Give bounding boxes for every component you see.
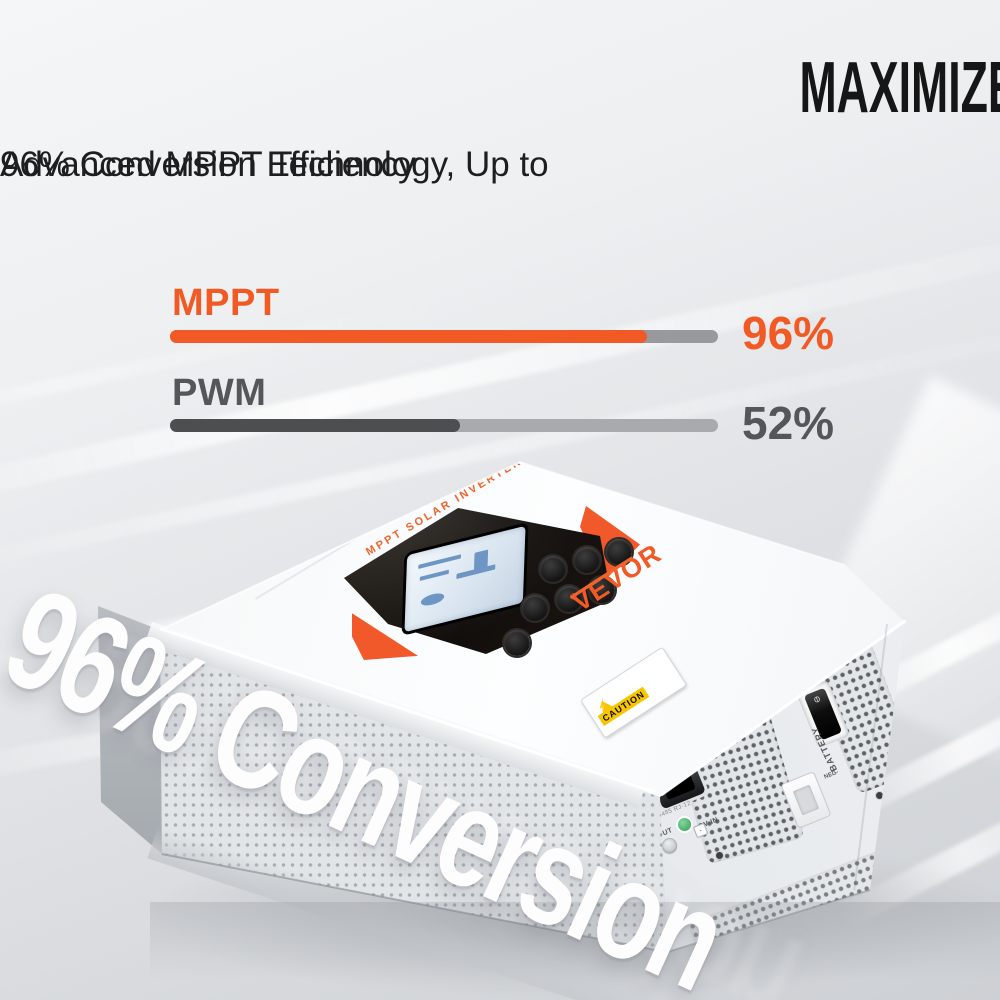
bar-value-mppt: 96% [742, 307, 835, 359]
bar-label-mppt: MPPT [172, 282, 280, 324]
ground-indicator [678, 818, 691, 831]
subtitle-line-1: Advanced MPPT Technology, Up to [0, 145, 549, 184]
bar-fill-mppt [170, 330, 647, 343]
screw [716, 852, 723, 859]
bar-fill-pwm [170, 419, 461, 432]
panel-button[interactable] [540, 556, 566, 582]
bar-track-mppt [170, 330, 718, 343]
bar-label-pwm: PWM [172, 372, 267, 414]
lcd-segment [419, 569, 449, 582]
screw [876, 792, 883, 799]
switch-off-mark: O [812, 694, 822, 705]
panel-button[interactable] [504, 630, 530, 656]
control-panel: MPPT SOLAR INVERTER [300, 462, 645, 687]
lcd-segment [473, 549, 489, 572]
lcd-segment [420, 591, 445, 608]
floor-reflection [150, 902, 1000, 1000]
bar-value-pwm: 52% [742, 397, 835, 449]
subtitle-line-2: 96% Conversion Efficiency [0, 145, 416, 184]
ground-screw [662, 838, 677, 853]
battery-negative-label: NEG- [823, 769, 840, 781]
bar-track-pwm [170, 419, 718, 432]
connector-slot [792, 784, 820, 816]
panel-button[interactable] [574, 547, 600, 573]
page-title: MAXIMIZE SOLAR CONVERSION EFFICIENCY [799, 48, 1000, 128]
panel-button[interactable] [522, 595, 548, 621]
lcd-segment [418, 554, 462, 570]
